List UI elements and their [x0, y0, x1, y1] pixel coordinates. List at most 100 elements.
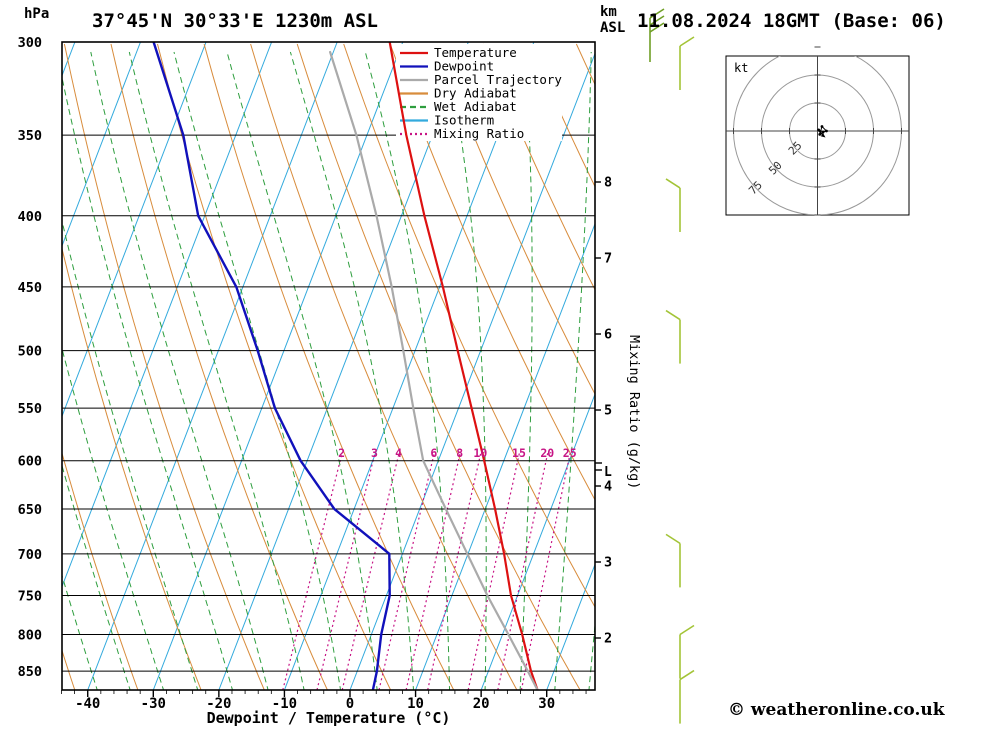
isotherm-line — [218, 42, 469, 690]
temp-tick-label: -20 — [206, 696, 231, 712]
km-axis: 8 7 6 5 4 3 2 L — [595, 175, 612, 647]
hodograph-trace-point — [820, 125, 824, 128]
legend-label: Parcel Trajectory — [434, 72, 562, 87]
dry-adiabat-line — [62, 246, 202, 690]
mixing-ratio-label: 25 — [563, 446, 577, 460]
km-tick-label: 7 — [604, 251, 612, 267]
altitude-unit-asl: ASL — [600, 20, 626, 36]
plot-border — [61, 41, 596, 691]
wet-adiabat-line — [62, 573, 98, 690]
legend-label: Mixing Ratio — [434, 126, 524, 141]
isotherm-line — [480, 392, 595, 690]
sounding-profiles — [152, 42, 539, 690]
temperature-curve — [388, 42, 539, 690]
isotherm-line — [415, 222, 595, 690]
dry-adiabat-line — [343, 43, 595, 608]
datetime-title: 11.08.2024 18GMT (Base: 06) — [637, 10, 946, 32]
dewpoint-curve — [152, 42, 391, 690]
wet-adiabat-line — [226, 51, 378, 690]
isotherm-line — [62, 42, 207, 418]
mixing-ratio-label: 20 — [540, 446, 554, 460]
wet-adiabat-line — [128, 51, 305, 690]
hodograph-trace-point — [821, 130, 825, 134]
pressure-axis-labels: 300 350 400 450 500 550 600 650 700 750 800 850 — [18, 35, 42, 680]
km-tick-label: 8 — [604, 175, 612, 191]
temp-tick-label: -40 — [75, 696, 100, 712]
dry-adiabat-line — [250, 43, 518, 690]
mixing-ratio-label: 3 — [371, 446, 378, 460]
pressure-unit-label: hPa — [24, 6, 50, 22]
dry-adiabat-line — [157, 43, 392, 690]
temp-tick-label: -10 — [272, 696, 297, 712]
wind-barb-feather — [649, 8, 665, 19]
wet-adiabat-line — [446, 51, 487, 690]
km-tick-label: 3 — [604, 555, 612, 571]
wind-barb-feather — [679, 624, 695, 636]
isotherm-line — [546, 563, 595, 690]
temp-tick-label: 30 — [538, 696, 555, 712]
wet-adiabats — [62, 51, 595, 690]
wet-adiabat-line — [62, 346, 165, 690]
x-axis-title: Dewpoint / Temperature (°C) — [206, 709, 451, 727]
hodograph-unit-label: kt — [734, 61, 748, 75]
wind-barb-feather — [649, 15, 665, 26]
wet-adiabat-line — [289, 51, 414, 690]
pressure-tick-label: 600 — [18, 454, 42, 470]
mixing-ratio-label: 10 — [473, 446, 487, 460]
wet-adiabat-line — [519, 51, 533, 690]
mixing-ratio-label: 15 — [512, 446, 526, 460]
station-title: 37°45'N 30°33'E 1230m ASL — [92, 10, 378, 32]
mixing-ratio-line — [427, 452, 482, 690]
km-tick-label: 2 — [604, 631, 612, 647]
legend-label: Wet Adiabat — [434, 99, 517, 114]
wet-adiabat-line — [62, 219, 199, 690]
mixing-ratio-line — [405, 452, 461, 690]
hodograph-trace-point — [825, 129, 828, 133]
isotherm-line — [349, 52, 595, 690]
wind-barb-feather — [665, 178, 681, 189]
dry-adiabat-line — [482, 43, 595, 291]
lcl-label: L — [604, 465, 612, 480]
wind-barb-feather — [679, 669, 695, 681]
parcel-trajectory-curve — [329, 50, 539, 690]
pressure-tick-label: 850 — [18, 664, 42, 680]
dry-adiabat-line — [389, 43, 595, 501]
altitude-unit-km: km — [600, 4, 617, 20]
km-tick-label: 4 — [604, 479, 612, 495]
dry-adiabat-line — [63, 43, 265, 690]
mixing-ratio-line — [316, 452, 376, 690]
mixing-ratio-label: 2 — [338, 446, 345, 460]
copyright-text: © weatheronline.co.uk — [728, 700, 945, 720]
legend-label: Temperature — [434, 45, 517, 60]
pressure-tick-label: 500 — [18, 344, 42, 360]
dry-adiabat-line — [436, 43, 595, 396]
mixing-axis-title: Mixing Ratio (g/kg) — [626, 335, 642, 489]
dry-adiabat-line — [62, 451, 139, 690]
altitude-unit-label: km ASL — [600, 4, 625, 36]
legend-label: Isotherm — [434, 113, 494, 128]
storm-motion-arrowhead — [820, 133, 826, 138]
pressure-tick-label: 650 — [18, 502, 42, 518]
mixing-ratio-line — [341, 452, 400, 690]
temp-tick-label: 0 — [346, 696, 354, 712]
dry-adiabat-line — [203, 43, 455, 690]
pressure-tick-label: 450 — [18, 280, 42, 296]
mixing-ratio-label: 4 — [395, 446, 402, 460]
pressure-tick-label: 750 — [18, 589, 42, 605]
wind-barb-feather — [649, 22, 665, 33]
wet-adiabat-line — [173, 51, 342, 690]
isotherm-line — [283, 42, 535, 690]
mixing-ratio-labels: 2 3 4 6 8 10 15 20 25 — [338, 446, 577, 460]
mixing-ratio-line — [467, 452, 521, 690]
temp-tick-label: 20 — [473, 696, 490, 712]
km-tick-label: 6 — [604, 327, 612, 343]
mixing-ratio-label: 6 — [430, 446, 437, 460]
wet-adiabat-line — [90, 51, 269, 690]
hodograph-trace-point — [818, 132, 822, 136]
mixing-ratio-label: 8 — [456, 446, 463, 460]
dry-adiabat-line — [296, 43, 581, 690]
wind-barbs — [649, 8, 695, 724]
